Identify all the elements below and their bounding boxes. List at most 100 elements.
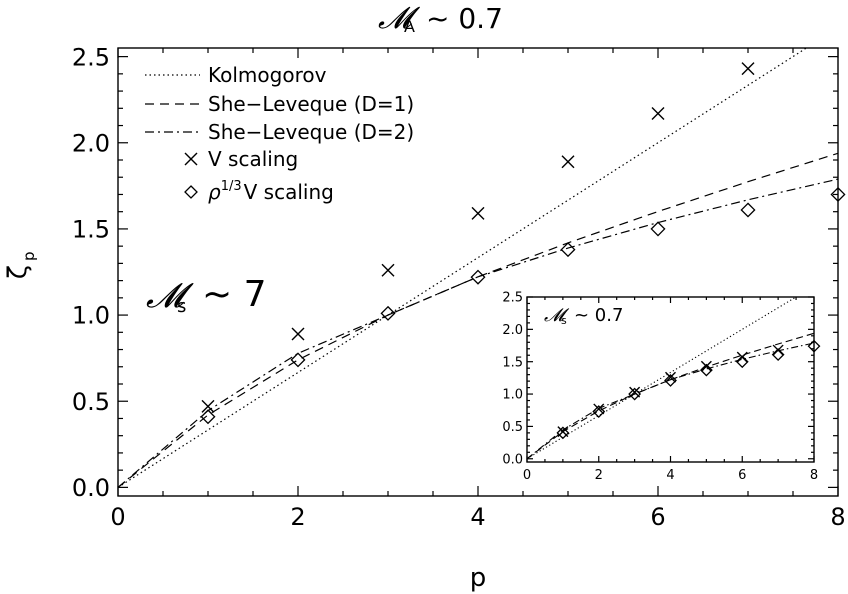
inset-tick-labels: 0 2 4 6 8 0.0 0.5 1.0 1.5 2.0 2.5 <box>502 291 818 483</box>
y-axis-label: ζ <box>3 265 33 279</box>
marker-x <box>651 106 665 120</box>
marker-diamond <box>290 352 306 368</box>
legend-marker-rho <box>184 185 198 199</box>
marker-x-stroke <box>741 62 755 76</box>
main-series-group <box>118 48 846 488</box>
marker-x <box>201 399 215 413</box>
marker-x-stroke <box>381 263 395 277</box>
y-tick-label: 2.0 <box>502 323 523 338</box>
y-tick-label: 2.5 <box>502 291 523 306</box>
marker-diamond <box>560 242 576 258</box>
marker-x <box>291 327 305 341</box>
y-tick-label: 2.0 <box>72 129 110 157</box>
marker-x <box>471 206 485 220</box>
x-tick-label: 8 <box>830 503 845 531</box>
marker-x-stroke <box>201 399 215 413</box>
marker-x-stroke <box>471 206 485 220</box>
marker-diamond <box>628 387 642 401</box>
x-tick-label: 4 <box>666 468 674 483</box>
legend-label-rho: ρ1/3 V scaling <box>208 179 334 204</box>
marker-x <box>665 371 676 383</box>
legend: Kolmogorov She−Leveque (D=1) She−Leveque… <box>145 63 414 204</box>
marker-diamond <box>771 348 785 362</box>
inset-ticks <box>526 296 815 462</box>
legend-label-v: V scaling <box>208 147 298 171</box>
legend-label-sl1: She−Leveque (D=1) <box>208 92 414 116</box>
x-tick-label: 0 <box>110 503 125 531</box>
legend-rho-base: ρ <box>208 180 221 204</box>
inset-annotation-value: ~ 0.7 <box>574 305 623 326</box>
series-line-series-1 <box>527 332 814 460</box>
legend-label-sl2: She−Leveque (D=2) <box>208 120 414 144</box>
series-line-kolmogorov <box>118 48 808 488</box>
main-ticks <box>117 48 839 496</box>
marker-diamond <box>592 405 606 418</box>
y-axis-label-subscript: p <box>20 251 38 261</box>
series-line-series-2 <box>527 342 814 460</box>
marker-x-stroke <box>736 351 748 363</box>
y-tick-label: 1.5 <box>502 355 523 370</box>
marker-x <box>700 360 712 372</box>
marker-x-stroke <box>291 327 305 341</box>
y-tick-label: 0.5 <box>72 388 110 416</box>
marker-x <box>381 263 395 277</box>
title-mach-subscript: A <box>404 17 415 36</box>
marker-diamond <box>470 269 486 285</box>
marker-x-stroke <box>651 106 665 120</box>
x-tick-label: 8 <box>810 468 818 483</box>
x-tick-label: 2 <box>595 468 603 483</box>
marker-diamond <box>807 339 821 353</box>
y-tick-label: 0.5 <box>502 420 523 435</box>
marker-diamond <box>735 355 749 369</box>
legend-label-kolmogorov: Kolmogorov <box>208 63 327 87</box>
y-tick-label: 2.5 <box>72 43 110 71</box>
y-tick-label: 0.0 <box>72 474 110 502</box>
marker-diamond <box>664 374 677 387</box>
annotation-ms-subscript: s <box>177 296 186 317</box>
marker-diamond <box>380 305 396 321</box>
series-lines <box>118 48 838 488</box>
x-axis-label: p <box>470 563 487 593</box>
marker-x <box>741 62 755 76</box>
legend-rho-rest: V scaling <box>244 180 334 204</box>
y-tick-label: 1.0 <box>502 388 523 403</box>
marker-x <box>561 155 575 169</box>
marker-diamond <box>650 221 666 237</box>
annotation-ms-symbol: 𝓜 <box>146 276 194 316</box>
series-lines <box>527 297 814 460</box>
marker-x <box>593 403 605 415</box>
series-line-she-leveque-d-2- <box>118 178 838 488</box>
inset-annotation-symbol: 𝓜 <box>544 305 570 326</box>
inset-series-group <box>527 297 821 460</box>
y-tick-label: 0.0 <box>502 452 523 467</box>
title-mach-value: ~ 0.7 <box>426 2 503 35</box>
marker-x <box>736 351 748 363</box>
marker-x-stroke <box>561 155 575 169</box>
x-tick-label: 0 <box>523 468 531 483</box>
annotation-ms-value: ~ 7 <box>202 274 267 315</box>
y-tick-label: 1.0 <box>72 302 110 330</box>
marker-x-stroke <box>665 371 676 383</box>
main-tick-labels: 0 2 4 6 8 0.0 0.5 1.0 1.5 2.0 2.5 <box>72 43 846 531</box>
marker-diamond <box>830 186 846 202</box>
marker-x-stroke <box>700 360 712 372</box>
series-line-she-leveque-d-1- <box>118 152 838 488</box>
marker-x-stroke <box>593 403 605 415</box>
legend-marker-v <box>184 152 198 166</box>
marker-diamond <box>740 202 756 218</box>
marker-x <box>772 344 784 356</box>
x-tick-label: 6 <box>650 503 665 531</box>
x-tick-label: 4 <box>470 503 485 531</box>
y-tick-label: 1.5 <box>72 216 110 244</box>
inset-background <box>480 292 814 462</box>
x-tick-label: 6 <box>738 468 746 483</box>
marker-diamond <box>556 426 570 440</box>
marker-x-stroke <box>772 344 784 356</box>
marker-diamond <box>699 363 713 377</box>
marker-diamond <box>200 409 216 425</box>
x-tick-label: 2 <box>290 503 305 531</box>
series-line-series-0 <box>527 297 798 460</box>
legend-rho-sup: 1/3 <box>221 179 242 194</box>
inset-annotation-subscript: s <box>561 314 567 327</box>
